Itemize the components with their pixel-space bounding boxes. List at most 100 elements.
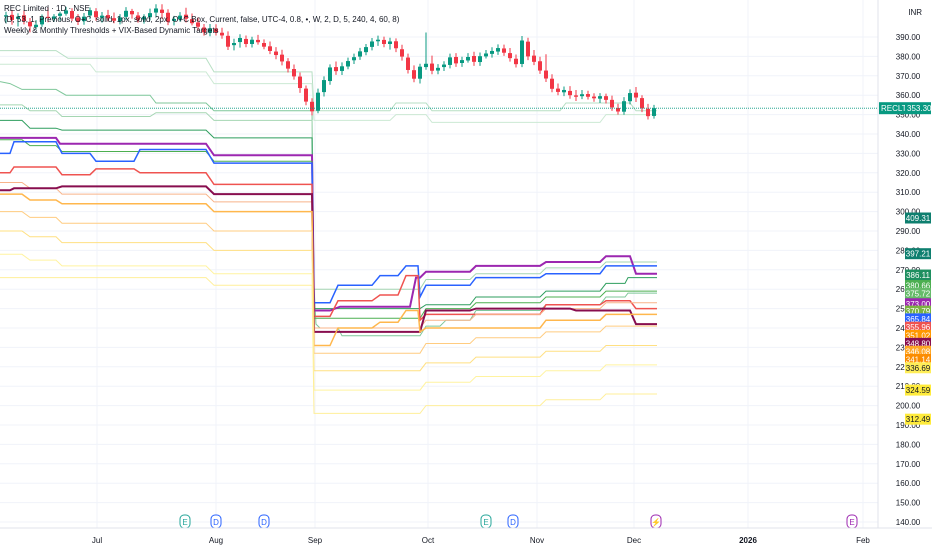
candle-body: [568, 90, 572, 96]
price-label: 370.79: [906, 307, 931, 316]
candle-body: [580, 94, 584, 97]
candle-body: [430, 63, 434, 71]
candle-body: [442, 64, 446, 68]
candle-body: [208, 28, 212, 33]
price-label: 386.11: [906, 271, 930, 280]
price-tick-label: 190.00: [896, 421, 921, 430]
candle-body: [322, 80, 326, 93]
candle-body: [358, 51, 362, 57]
price-label-box: [905, 362, 931, 374]
candle-body: [406, 57, 410, 70]
candle-body: [58, 13, 62, 16]
candle-body: [514, 58, 518, 65]
candle-body: [502, 48, 506, 53]
price-label-box: [905, 384, 931, 396]
candle-body: [112, 18, 116, 21]
candle-body: [532, 55, 536, 62]
candle-body: [28, 21, 32, 27]
candle-body: [388, 41, 392, 44]
price-label-box: [905, 287, 931, 299]
candle-body: [454, 56, 458, 64]
candle-body: [166, 12, 170, 22]
price-label: 355.96: [906, 323, 931, 332]
price-tick-label: 330.00: [896, 149, 921, 158]
candle-body: [136, 15, 140, 20]
currency-label[interactable]: INR: [908, 8, 922, 17]
candle-body: [148, 13, 152, 18]
earnings-marker-label: E: [483, 518, 488, 527]
candle-body: [46, 16, 50, 18]
candle-body: [550, 78, 554, 89]
price-label: 324.59: [906, 386, 931, 395]
candle-body: [616, 108, 620, 112]
candle-body: [484, 53, 488, 57]
candle-body: [82, 16, 86, 22]
candle-body: [286, 61, 290, 69]
candle-body: [70, 11, 74, 19]
candle-body: [520, 40, 524, 64]
candle-body: [178, 15, 182, 20]
earnings-marker-label: E: [182, 518, 187, 527]
candle-body: [298, 76, 302, 89]
price-label-box: [905, 313, 931, 325]
candle-body: [574, 95, 578, 97]
price-label: 380.66: [906, 282, 931, 291]
candle-body: [508, 53, 512, 59]
price-label: 346.08: [906, 347, 931, 356]
price-axis[interactable]: 140.00 150.00 160.00 170.00 180.00 190.00 200.…: [877, 0, 921, 528]
candle-body: [142, 16, 146, 20]
candle-body: [64, 10, 68, 14]
candle-body: [262, 43, 266, 47]
candle-body: [478, 56, 482, 63]
candle-body: [292, 69, 296, 77]
price-label-box: [905, 248, 931, 260]
candle-body: [340, 66, 344, 71]
candle-body: [184, 14, 188, 19]
candle-body: [424, 63, 428, 68]
price-label: 336.69: [906, 364, 931, 373]
candle-body: [598, 96, 602, 99]
price-label-box: [905, 305, 931, 317]
earnings-marker-label: E: [849, 518, 854, 527]
candle-body: [16, 16, 20, 19]
price-label: 341.14: [906, 355, 931, 364]
candle-body: [34, 24, 38, 28]
price-tick-label: 350.00: [896, 111, 921, 120]
price-tick-label: 290.00: [896, 227, 921, 236]
candle-body: [652, 108, 656, 116]
candle-body: [310, 101, 314, 112]
candle-body: [214, 28, 218, 33]
threshold-line: [0, 230, 657, 372]
candle-body: [22, 15, 26, 22]
price-tick-label: 390.00: [896, 33, 921, 42]
symbol-title[interactable]: REC Limited · 1D · NSE: [4, 4, 90, 13]
indicator-title[interactable]: Weekly & Monthly Thresholds + VIX-Based …: [4, 26, 219, 35]
price-tick-label: 340.00: [896, 130, 921, 139]
candle-body: [118, 17, 122, 22]
time-axis[interactable]: Jul Aug Sep Oct Nov Dec 2026 Feb: [0, 527, 932, 545]
last-price-symbol-box: [879, 102, 905, 115]
price-tick-label: 140.00: [896, 518, 921, 527]
candle-body: [40, 17, 44, 25]
indicator-params[interactable]: (D, 53, 1, Previous, O+C, solid, 1px, so…: [4, 15, 400, 24]
threshold-line: [0, 253, 657, 391]
dividend-marker-label: D: [213, 518, 219, 527]
candle-body: [202, 27, 206, 33]
grid-lines: [0, 0, 878, 528]
candle-body: [220, 32, 224, 36]
candle-body: [382, 39, 386, 44]
candle-body: [352, 57, 356, 61]
candle-body: [232, 43, 236, 46]
price-tick-label: 360.00: [896, 91, 921, 100]
candle-body: [250, 39, 254, 44]
candle-body: [412, 70, 416, 79]
threshold-line: [0, 185, 657, 333]
candle-body: [622, 101, 626, 112]
price-tick-label: 180.00: [896, 440, 921, 449]
candle-body: [418, 66, 422, 79]
price-tick-label: 300.00: [896, 208, 921, 217]
price-label: 375.72: [906, 289, 931, 298]
candle-body: [196, 22, 200, 27]
threshold-line: [0, 277, 657, 414]
